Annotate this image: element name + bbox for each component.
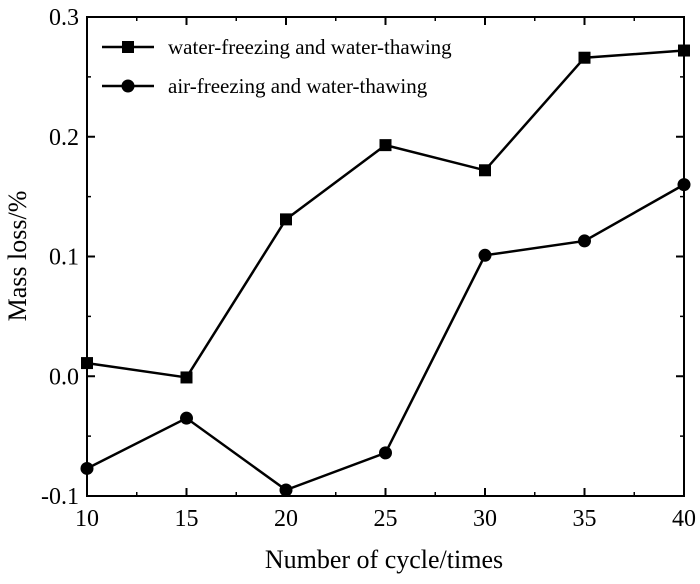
circle-marker — [80, 461, 94, 475]
axes: 10 15 20 25 30 35 40 -0.1 0.0 0.1 0.2 0.3 — [41, 5, 696, 532]
series-2 — [80, 178, 691, 497]
circle-marker — [478, 248, 492, 262]
legend-label: air-freezing and water-thawing — [168, 74, 428, 98]
x-tick-label: 20 — [274, 506, 298, 532]
x-tick-label: 35 — [573, 506, 597, 532]
series-1 — [81, 44, 690, 384]
legend-square-marker — [122, 41, 134, 53]
y-tick-label: 0.3 — [49, 5, 79, 31]
square-marker — [678, 44, 690, 57]
y-tick-label: 0.0 — [49, 364, 79, 390]
square-marker — [379, 139, 392, 152]
legend-circle-marker — [121, 79, 135, 93]
circle-marker — [180, 411, 193, 425]
square-marker — [81, 357, 93, 370]
y-axis-title: Mass loss/% — [3, 191, 32, 322]
series-layer — [80, 44, 691, 497]
circle-marker — [677, 178, 691, 192]
legend: water-freezing and water-thawing air-free… — [102, 35, 452, 98]
x-tick-label: 30 — [473, 506, 497, 532]
circle-marker — [578, 234, 591, 248]
series-line — [86, 183, 685, 492]
legend-label: water-freezing and water-thawing — [168, 35, 452, 59]
circle-marker — [379, 446, 392, 460]
x-axis-title: Number of cycle/times — [265, 545, 503, 574]
circle-marker — [279, 483, 293, 497]
legend-entry: water-freezing and water-thawing — [102, 35, 452, 59]
y-tick-label: -0.1 — [41, 484, 79, 510]
square-marker — [479, 164, 491, 177]
x-tick-label: 25 — [374, 506, 398, 532]
x-tick-label: 15 — [175, 506, 199, 532]
x-tick-label: 10 — [75, 506, 99, 532]
square-marker — [280, 213, 292, 226]
legend-entry: air-freezing and water-thawing — [102, 74, 428, 98]
square-marker — [180, 371, 193, 384]
square-marker — [578, 51, 591, 64]
series-line — [86, 49, 685, 379]
y-tick-label: 0.1 — [49, 245, 79, 271]
y-tick-label: 0.2 — [49, 125, 79, 151]
x-tick-label: 40 — [672, 506, 696, 532]
